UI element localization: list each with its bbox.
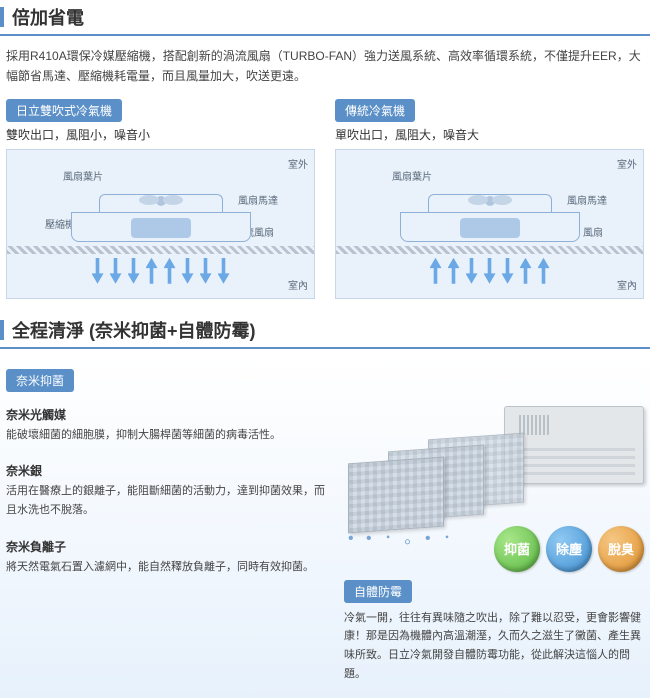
section-title: 倍加省電 bbox=[12, 4, 84, 30]
diagram-box-hitachi: 室外 室內 風扇葉片 風扇馬達 壓縮機 渦流風扇 bbox=[6, 149, 315, 299]
section1-body: 採用R410A環保冷媒壓縮機，搭配創新的渦流風扇（TURBO-FAN）強力送風系… bbox=[0, 46, 650, 87]
diagram-label-hitachi: 日立雙吹式冷氣機 bbox=[6, 99, 122, 122]
separator-hatch bbox=[336, 246, 643, 254]
filter-panel bbox=[348, 456, 444, 533]
nano-item-title: 奈米光觸媒 bbox=[6, 406, 330, 423]
accent-bar bbox=[0, 320, 4, 340]
nano-item-text: 活用在醫療上的銀離子，能阻斷細菌的活動力，達到抑菌效果，而且水洗也不脫落。 bbox=[6, 482, 330, 519]
ac-unit-image bbox=[504, 406, 644, 484]
nano-item-text: 將天然電氣石置入濾網中，能自然釋放負離子，同時有效抑菌。 bbox=[6, 558, 330, 577]
diagram-hitachi: 日立雙吹式冷氣機 雙吹出口，風阻小，噪音小 室外 室內 風扇葉片 風扇馬達 壓縮… bbox=[6, 99, 315, 299]
section-title: 全程清淨 (奈米抑菌+自體防霉) bbox=[12, 317, 256, 343]
unit-shape bbox=[71, 194, 251, 250]
section-header-power-saving: 倍加省電 bbox=[0, 0, 650, 36]
fan-icon bbox=[468, 186, 512, 216]
self-mold-tag: 自體防霉 bbox=[344, 580, 412, 603]
nano-section: 奈米抑菌 奈米光觸媒 能破壞細菌的細胞膜，抑制大腸桿菌等細菌的病毒活性。 奈米銀… bbox=[0, 359, 650, 698]
separator-hatch bbox=[7, 246, 314, 254]
nano-item-title: 奈米負離子 bbox=[6, 538, 330, 555]
nano-item-text: 能破壞細菌的細胞膜，抑制大腸桿菌等細菌的病毒活性。 bbox=[6, 426, 330, 445]
diagram-box-traditional: 室外 室內 風扇葉片 風扇馬達 風扇 bbox=[335, 149, 644, 299]
fan-icon bbox=[139, 186, 183, 216]
label-outdoor: 室外 bbox=[288, 156, 308, 171]
filters-illustration: • • ･ ｡ • ･ bbox=[344, 406, 644, 546]
label-fan: 風扇 bbox=[583, 224, 603, 239]
nano-items-list: 奈米光觸媒 能破壞細菌的細胞膜，抑制大腸桿菌等細菌的病毒活性。 奈米銀 活用在醫… bbox=[6, 406, 330, 684]
nano-item: 奈米光觸媒 能破壞細菌的細胞膜，抑制大腸桿菌等細菌的病毒活性。 bbox=[6, 406, 330, 445]
nano-tag: 奈米抑菌 bbox=[6, 369, 74, 392]
diagram-label-traditional: 傳統冷氣機 bbox=[335, 99, 415, 122]
nano-item: 奈米銀 活用在醫療上的銀離子，能阻斷細菌的活動力，達到抑菌效果，而且水洗也不脫落… bbox=[6, 462, 330, 519]
label-outdoor: 室外 bbox=[617, 156, 637, 171]
accent-bar bbox=[0, 7, 4, 27]
nano-item-title: 奈米銀 bbox=[6, 462, 330, 479]
diagrams-row: 日立雙吹式冷氣機 雙吹出口，風阻小，噪音小 室外 室內 風扇葉片 風扇馬達 壓縮… bbox=[0, 99, 650, 313]
label-fanblade: 風扇葉片 bbox=[63, 168, 103, 183]
nano-item: 奈米負離子 將天然電氣石置入濾網中，能自然釋放負離子，同時有效抑菌。 bbox=[6, 538, 330, 577]
diagram-sub-traditional: 單吹出口，風阻大，噪音大 bbox=[335, 126, 644, 143]
nano-right-panel: • • ･ ｡ • ･ 抑菌 除塵 脫臭 自體防霉 冷氣一開，往往有異味隨之吹出… bbox=[344, 406, 644, 684]
particles-icon: • • ･ ｡ • ･ bbox=[348, 524, 455, 548]
airflow-arrows bbox=[7, 258, 314, 294]
section-header-clean: 全程清淨 (奈米抑菌+自體防霉) bbox=[0, 313, 650, 349]
airflow-arrows bbox=[336, 258, 643, 294]
diagram-sub-hitachi: 雙吹出口，風阻小，噪音小 bbox=[6, 126, 315, 143]
diagram-traditional: 傳統冷氣機 單吹出口，風阻大，噪音大 室外 室內 風扇葉片 風扇馬達 風扇 bbox=[335, 99, 644, 299]
label-fanblade: 風扇葉片 bbox=[392, 168, 432, 183]
self-mold-text: 冷氣一開，往往有異味隨之吹出，除了難以忍受，更會影響健康！那是因為機體內高溫潮溼… bbox=[344, 609, 644, 684]
unit-shape bbox=[400, 194, 580, 250]
